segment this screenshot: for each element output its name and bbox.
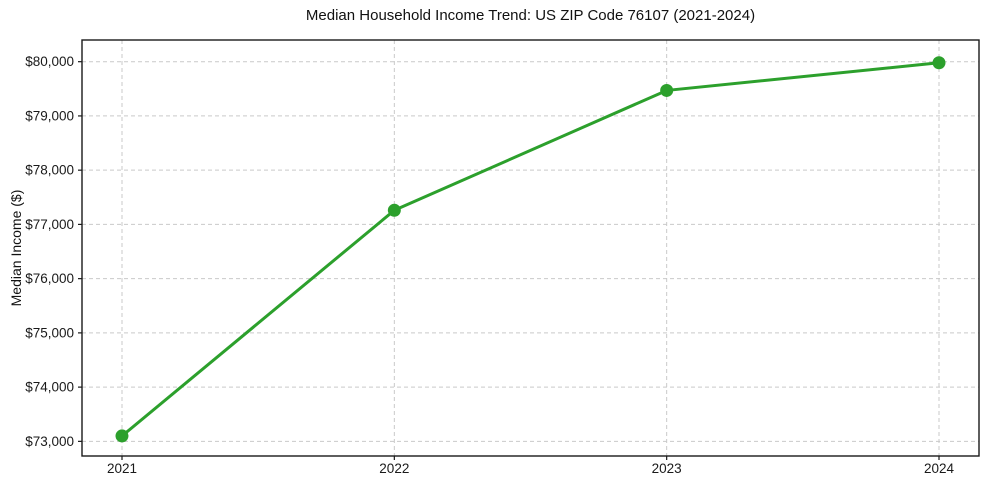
data-point-2021 [115, 429, 129, 443]
chart-title: Median Household Income Trend: US ZIP Co… [305, 7, 756, 24]
y-tick-label: $77,000 [25, 217, 74, 232]
x-tick-label: 2024 [924, 461, 955, 476]
y-tick-label: $76,000 [25, 271, 74, 286]
x-tick-label: 2023 [652, 461, 682, 476]
y-tick-label: $73,000 [25, 434, 74, 449]
plot-frame [81, 39, 980, 457]
y-tick-label: $74,000 [25, 380, 74, 395]
y-tick-label: $80,000 [25, 54, 74, 69]
y-tick-label: $79,000 [25, 108, 74, 123]
data-point-2023 [660, 83, 674, 97]
data-point-2024 [932, 56, 946, 70]
y-tick-label: $78,000 [25, 163, 74, 178]
data-point-2022 [387, 203, 401, 217]
y-axis-label: Median Income ($) [8, 189, 24, 307]
y-tick-label: $75,000 [25, 325, 74, 340]
x-tick-label: 2021 [107, 461, 137, 476]
x-tick-label: 2022 [379, 461, 409, 476]
income-trend-line [120, 61, 941, 438]
